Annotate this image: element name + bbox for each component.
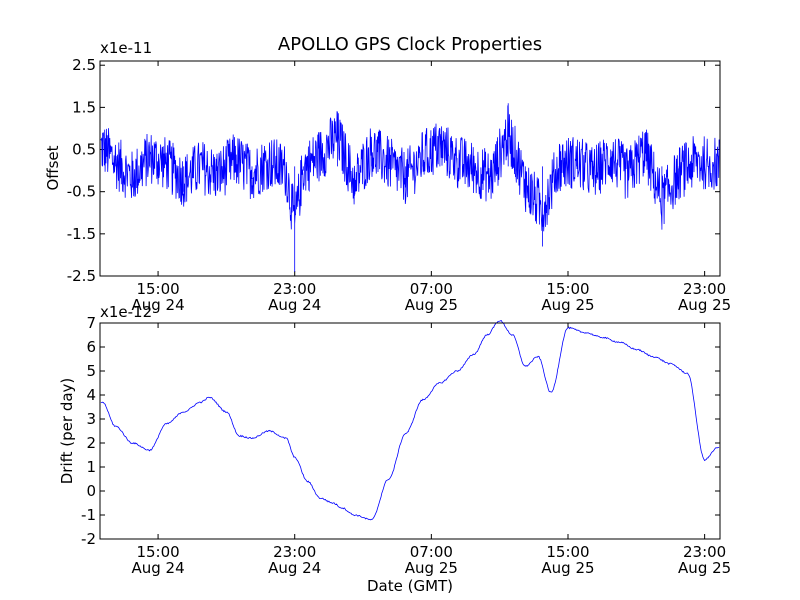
- x-tick-date-label: Aug 25: [405, 296, 458, 314]
- x-tick-date-label: Aug 24: [131, 296, 184, 314]
- y-tick-label: 1.5: [72, 98, 96, 116]
- y-tick-label: -2: [81, 530, 96, 548]
- x-tick-time-label: 07:00: [410, 280, 453, 298]
- y-tick-label: 6: [86, 338, 96, 356]
- offset-ylabel: Offset: [44, 145, 62, 190]
- offset-plot-frame: [99, 60, 721, 277]
- offset-series-line: [100, 103, 720, 272]
- x-tick-date-label: Aug 25: [541, 559, 594, 577]
- x-tick-time-label: 23:00: [683, 280, 726, 298]
- x-tick-time-label: 15:00: [546, 543, 589, 561]
- x-tick-time-label: 15:00: [136, 280, 179, 298]
- x-tick-date-label: Aug 25: [541, 296, 594, 314]
- x-tick-date-label: Aug 24: [268, 559, 321, 577]
- y-tick-label: 3: [86, 410, 96, 428]
- y-tick-label: 2: [86, 434, 96, 452]
- x-tick-time-label: 23:00: [273, 280, 316, 298]
- drift-ylabel: Drift (per day): [58, 378, 76, 485]
- x-tick-time-label: 15:00: [546, 280, 589, 298]
- y-tick-label: 5: [86, 362, 96, 380]
- drift-plot-frame: [99, 322, 721, 540]
- x-tick-time-label: 23:00: [273, 543, 316, 561]
- x-tick-time-label: 23:00: [683, 543, 726, 561]
- x-tick-date-label: Aug 25: [405, 559, 458, 577]
- y-tick-label: 1: [86, 458, 96, 476]
- y-tick-label: -0.5: [67, 183, 96, 201]
- x-tick-time-label: 15:00: [136, 543, 179, 561]
- y-tick-label: -1: [81, 506, 96, 524]
- drift-series-line: [100, 320, 720, 521]
- y-tick-label: 4: [86, 386, 96, 404]
- y-tick-label: 0.5: [72, 141, 96, 159]
- y-tick-label: -2.5: [67, 267, 96, 285]
- offset-multiplier: x1e-11: [100, 39, 152, 57]
- drift-multiplier: x1e-12: [100, 303, 152, 321]
- x-tick-date-label: Aug 25: [678, 559, 731, 577]
- y-tick-label: 2.5: [72, 56, 96, 74]
- x-tick-date-label: Aug 24: [268, 296, 321, 314]
- y-tick-label: -1.5: [67, 225, 96, 243]
- x-tick-time-label: 07:00: [410, 543, 453, 561]
- x-tick-date-label: Aug 25: [678, 296, 731, 314]
- y-tick-label: 7: [86, 314, 96, 332]
- chart-title: APOLLO GPS Clock Properties: [278, 34, 542, 55]
- x-tick-date-label: Aug 24: [131, 559, 184, 577]
- y-tick-label: 0: [86, 482, 96, 500]
- x-axis-label: Date (GMT): [367, 577, 453, 595]
